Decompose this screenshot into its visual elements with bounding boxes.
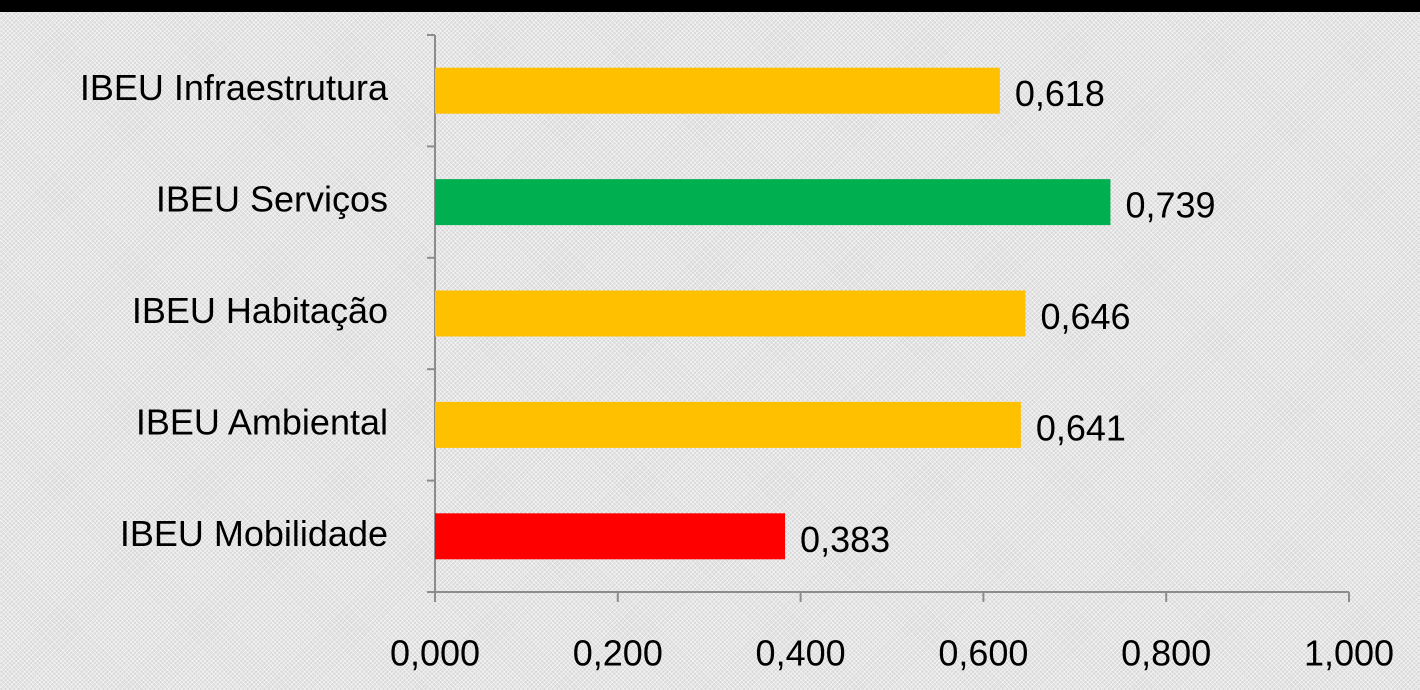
category-label: IBEU Ambiental [136,401,388,442]
bar [435,513,786,560]
x-tick-label: 0,800 [1121,633,1211,674]
bar [435,179,1111,226]
category-label: IBEU Habitação [132,290,388,331]
value-label: 0,646 [1040,296,1130,337]
top-bar [0,0,1420,12]
value-label: 0,618 [1015,73,1105,114]
x-tick-label: 0,600 [938,633,1028,674]
category-label: IBEU Mobilidade [120,513,388,554]
bar [435,401,1021,448]
bar [435,290,1026,337]
value-label: 0,739 [1125,185,1215,226]
x-tick-label: 0,400 [756,633,846,674]
value-label: 0,383 [800,519,890,560]
x-tick-label: 0,000 [390,633,480,674]
value-label: 0,641 [1036,407,1126,448]
x-tick-label: 1,000 [1304,633,1394,674]
category-label: IBEU Serviços [156,179,388,220]
bar [435,67,1000,114]
category-label: IBEU Infraestrutura [80,67,389,108]
x-tick-label: 0,200 [573,633,663,674]
